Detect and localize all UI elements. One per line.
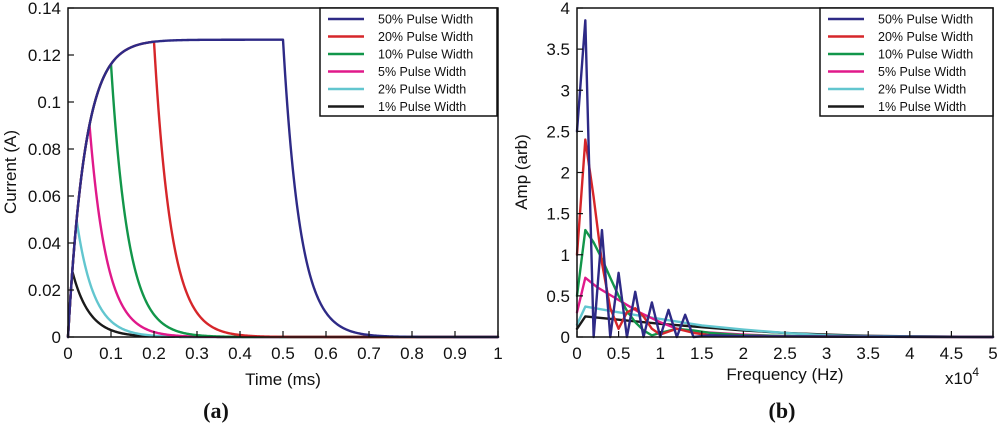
panel-a-x-tick-label: 0.7: [357, 344, 381, 363]
panel-a-x-tick-label: 0.3: [185, 344, 209, 363]
panel-b-y-tick-label: 4: [561, 0, 570, 18]
panel-a-x-tick-label: 0.8: [400, 344, 424, 363]
panel-a-y-tick-label: 0.06: [28, 187, 61, 206]
panel-a-x-axis-title: Time (ms): [245, 370, 321, 389]
panel-b-x-multiplier-exponent: 4: [972, 365, 979, 379]
panel-a-ticks: 0 0.1 0.2 0.3 0.4 0.5 0.6 0.7 0.8 0.9 1 0 0.02 0.04 0.…: [28, 0, 503, 363]
panel-a-x-tick-label: 0.9: [443, 344, 467, 363]
panel-a-y-tick-label: 0: [52, 328, 61, 347]
panel-b-legend: 50% Pulse Width 20% Pulse Width 10% Pulse …: [819, 7, 994, 117]
panel-b-x-tick-label: 0: [572, 344, 581, 363]
panel-b-legend-box: [819, 7, 994, 117]
panel-b-x-tick-label: 1.5: [690, 344, 714, 363]
panel-a-x-tick-label: 0.5: [271, 344, 295, 363]
panel-a-y-tick-label: 0.04: [28, 234, 61, 253]
panel-b-x-tick-label: 3.5: [856, 344, 880, 363]
panel-b-x-tick-label: 1: [655, 344, 664, 363]
panel-b-y-axis-title: Amp (arb): [512, 134, 531, 210]
panel-b-ticks: 0 0.5 1 1.5 2 2.5 3 3.5 4 4.5 5 0 0.5 1 1.5 2 2.5 3 3.5 4: [546, 0, 997, 363]
panel-a-series-line: [66, 270, 500, 339]
panel-b-series-line: [575, 276, 995, 339]
panel-b-legend-label: 1% Pulse Width: [878, 100, 966, 114]
panel-b-series-group: [575, 19, 995, 339]
panel-a-x-tick-label: 0.2: [142, 344, 166, 363]
panel-b-chart: 0 0.5 1 1.5 2 2.5 3 3.5 4 4.5 5 0 0.5 1 1.5 2 2.5 3 3.5 4 F…: [512, 0, 998, 423]
panel-b-legend-label: 2% Pulse Width: [878, 83, 966, 97]
panel-b-legend-label: 50% Pulse Width: [878, 13, 973, 27]
panel-a-y-tick-label: 0.12: [28, 46, 61, 65]
panel-a-series-line: [66, 123, 500, 339]
panel-b-y-tick-label: 0.5: [546, 287, 570, 306]
panel-b-legend-label: 20% Pulse Width: [878, 30, 973, 44]
panel-a-legend-label: 5% Pulse Width: [378, 65, 466, 79]
panel-a-y-tick-label: 0.02: [28, 281, 61, 300]
panel-b-x-tick-label: 0.5: [607, 344, 631, 363]
panel-a-legend-box: [319, 7, 498, 117]
panel-a-x-tick-label: 0: [63, 344, 72, 363]
panel-b-y-tick-label: 1.5: [546, 205, 570, 224]
panel-b-x-tick-label: 4: [905, 344, 914, 363]
panel-b-y-tick-label: 3: [561, 81, 570, 100]
panel-a-x-tick-label: 0.4: [228, 344, 252, 363]
panel-b-x-tick-label: 2: [739, 344, 748, 363]
panel-a-y-tick-label: 0.1: [37, 93, 61, 112]
panel-b-y-tick-label: 1: [561, 246, 570, 265]
panel-b-x-axis-title: Frequency (Hz): [726, 365, 843, 384]
panel-b-x-tick-label: 5: [988, 344, 997, 363]
panel-b-legend-label: 5% Pulse Width: [878, 65, 966, 79]
panel-a-legend-label: 1% Pulse Width: [378, 100, 466, 114]
panel-a-caption: (a): [203, 398, 229, 423]
panel-b-x-multiplier-base: x10: [945, 369, 972, 388]
panel-b-x-tick-label: 3: [822, 344, 831, 363]
panel-a-legend: 50% Pulse Width 20% Pulse Width 10% Pulse …: [319, 7, 498, 117]
panel-a-y-axis-title: Current (A): [1, 130, 20, 214]
panel-a-x-tick-label: 0.6: [314, 344, 338, 363]
panel-b-y-tick-label: 3.5: [546, 40, 570, 59]
panel-b-series-line: [575, 138, 995, 339]
panel-b-x-multiplier: x104: [945, 365, 979, 388]
panel-b-x-tick-label: 4.5: [940, 344, 964, 363]
panel-a-legend-label: 50% Pulse Width: [378, 13, 473, 27]
panel-a-y-tick-label: 0.08: [28, 140, 61, 159]
panel-b-y-tick-label: 2.5: [546, 122, 570, 141]
panel-a-chart: 0 0.1 0.2 0.3 0.4 0.5 0.6 0.7 0.8 0.9 1 0 0.02 0.04 0.…: [1, 0, 503, 423]
panel-a-legend-label: 20% Pulse Width: [378, 30, 473, 44]
panel-b-legend-label: 10% Pulse Width: [878, 48, 973, 62]
panel-b-x-tick-label: 2.5: [773, 344, 797, 363]
panel-b-y-tick-label: 0: [561, 328, 570, 347]
panel-a-legend-label: 2% Pulse Width: [378, 83, 466, 97]
panel-b-caption: (b): [769, 398, 796, 423]
panel-a-y-tick-label: 0.14: [28, 0, 61, 18]
panel-b-y-tick-label: 2: [561, 164, 570, 183]
panel-a-x-tick-label: 0.1: [99, 344, 123, 363]
panel-a-legend-label: 10% Pulse Width: [378, 48, 473, 62]
panel-b-series-line: [575, 19, 995, 339]
panel-a-x-tick-label: 1: [493, 344, 502, 363]
